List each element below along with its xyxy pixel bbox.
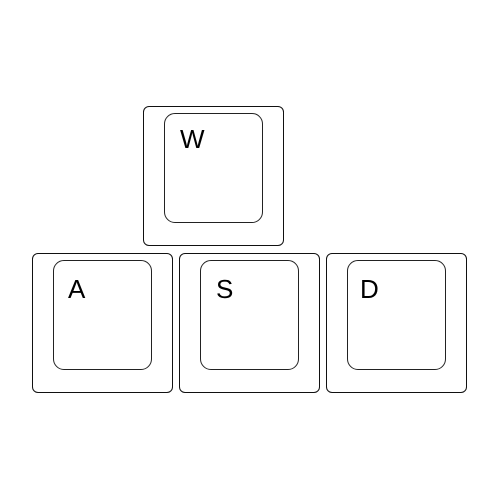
key-s-label: S <box>216 274 234 304</box>
key-w-top-surface <box>164 113 263 223</box>
key-s-top-surface <box>200 260 299 370</box>
key-w: W <box>143 106 284 246</box>
key-d-top-surface <box>347 260 446 370</box>
key-a-top-surface <box>53 260 152 370</box>
key-a: A <box>32 253 173 393</box>
key-s: S <box>179 253 320 393</box>
key-d: D <box>326 253 467 393</box>
key-d-label: D <box>360 274 379 304</box>
key-w-label: W <box>180 124 205 154</box>
key-a-label: A <box>68 274 86 304</box>
